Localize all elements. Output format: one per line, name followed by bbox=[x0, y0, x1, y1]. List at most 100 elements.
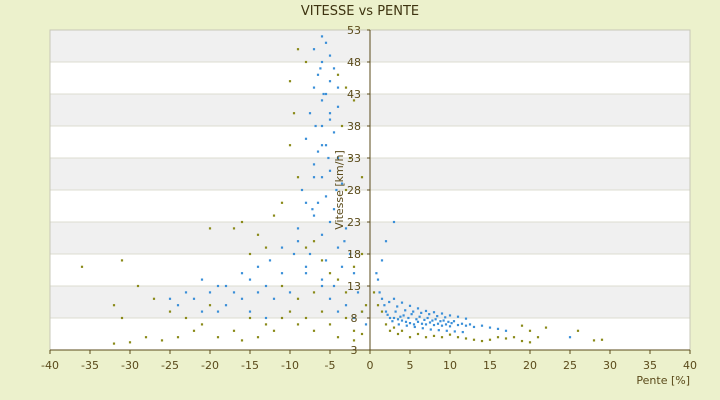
data-point bbox=[428, 313, 431, 316]
data-point bbox=[332, 284, 336, 288]
data-point bbox=[464, 337, 468, 340]
data-point bbox=[268, 259, 272, 262]
data-point bbox=[396, 305, 399, 308]
series-0 bbox=[168, 35, 572, 339]
x-tick-label: 25 bbox=[563, 359, 577, 372]
data-point bbox=[456, 315, 460, 318]
data-point bbox=[352, 339, 356, 342]
data-point bbox=[444, 316, 447, 319]
data-point bbox=[344, 188, 348, 192]
data-point bbox=[216, 336, 220, 339]
data-point bbox=[480, 339, 484, 343]
data-point bbox=[224, 284, 228, 288]
data-point bbox=[272, 297, 276, 300]
data-point bbox=[248, 252, 252, 256]
data-point bbox=[312, 329, 316, 332]
x-tick-label: 15 bbox=[483, 359, 497, 372]
data-point bbox=[128, 341, 132, 344]
x-tick-label: -15 bbox=[241, 359, 259, 372]
data-point bbox=[452, 320, 456, 323]
data-point bbox=[176, 336, 180, 339]
data-point bbox=[312, 163, 316, 166]
data-point bbox=[320, 176, 324, 179]
data-point bbox=[336, 278, 340, 281]
data-point bbox=[360, 332, 364, 336]
y-tick-label: 48 bbox=[347, 56, 361, 69]
data-point bbox=[280, 246, 284, 249]
data-point bbox=[461, 330, 464, 334]
y-tick-label: 3 bbox=[351, 344, 358, 357]
data-point bbox=[320, 310, 324, 313]
data-point bbox=[320, 278, 324, 281]
data-point bbox=[392, 326, 396, 329]
data-point bbox=[232, 291, 236, 294]
data-point bbox=[288, 291, 292, 294]
data-point bbox=[232, 329, 236, 332]
data-point bbox=[348, 252, 352, 256]
data-point bbox=[336, 86, 340, 89]
data-point bbox=[352, 265, 356, 268]
data-point bbox=[312, 214, 316, 217]
data-point bbox=[316, 201, 320, 204]
data-point bbox=[432, 334, 436, 338]
data-point bbox=[328, 220, 332, 224]
data-point bbox=[407, 316, 410, 320]
data-point bbox=[384, 240, 388, 243]
data-point bbox=[264, 246, 268, 249]
data-point bbox=[296, 227, 300, 230]
data-point bbox=[324, 92, 328, 96]
data-point bbox=[408, 336, 412, 339]
data-point bbox=[520, 339, 524, 343]
data-point bbox=[352, 316, 356, 320]
data-point bbox=[392, 220, 396, 224]
x-tick-label: 0 bbox=[367, 359, 374, 372]
data-point bbox=[324, 195, 328, 198]
data-point bbox=[248, 310, 252, 313]
data-point bbox=[340, 182, 344, 185]
data-point bbox=[264, 323, 268, 326]
data-point bbox=[424, 336, 428, 339]
data-point bbox=[392, 297, 396, 300]
data-point bbox=[348, 156, 352, 160]
data-point bbox=[456, 323, 460, 327]
data-point bbox=[324, 259, 328, 262]
data-point bbox=[383, 304, 386, 307]
data-point bbox=[352, 329, 356, 332]
data-point bbox=[488, 338, 492, 341]
data-point bbox=[328, 297, 332, 300]
data-point bbox=[375, 272, 378, 275]
data-point bbox=[413, 325, 416, 329]
data-point bbox=[448, 314, 452, 317]
data-point bbox=[184, 291, 188, 294]
data-point bbox=[343, 240, 346, 243]
data-point bbox=[320, 124, 324, 128]
data-point bbox=[336, 310, 340, 313]
data-point bbox=[424, 309, 428, 313]
data-point bbox=[576, 329, 580, 332]
y-tick-label: 43 bbox=[347, 88, 361, 101]
data-point bbox=[328, 112, 332, 115]
data-point bbox=[324, 144, 328, 147]
x-tick-label: 40 bbox=[683, 359, 697, 372]
data-point bbox=[376, 304, 380, 307]
data-point bbox=[120, 316, 124, 320]
data-point bbox=[384, 323, 388, 326]
data-point bbox=[168, 310, 172, 313]
data-point bbox=[320, 60, 324, 64]
data-point bbox=[344, 316, 348, 320]
data-point bbox=[344, 227, 348, 230]
data-point bbox=[424, 323, 428, 326]
data-point bbox=[248, 316, 252, 320]
data-point bbox=[380, 259, 384, 262]
data-point bbox=[320, 284, 324, 288]
data-point bbox=[456, 336, 460, 339]
data-point bbox=[312, 240, 316, 243]
data-point bbox=[320, 259, 324, 262]
data-point bbox=[520, 324, 524, 327]
data-point bbox=[388, 300, 391, 304]
data-point bbox=[405, 324, 408, 327]
axes: -40 -35 -30 -25 -20 -15 -10 -5 0 5 10 15 20 25 30 35 40 3… bbox=[41, 24, 697, 372]
data-point bbox=[320, 99, 324, 102]
y-tick-label: 18 bbox=[347, 248, 361, 261]
data-point bbox=[80, 265, 84, 268]
